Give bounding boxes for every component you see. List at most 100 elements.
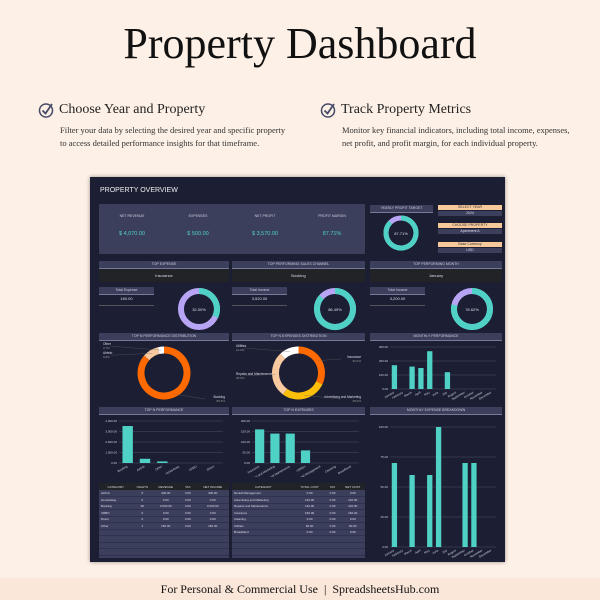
- page-title: Property Dashboard: [123, 19, 477, 68]
- table-cell: 0.00: [340, 529, 365, 536]
- footer: For Personal & Commercial Use | Spreadsh…: [0, 578, 600, 600]
- monthly-exp-header: MONTHLY EXPENSE BREAKDOWN: [370, 407, 502, 415]
- feature-track-metrics: Track Property Metrics Monitor key finan…: [320, 102, 570, 149]
- top-perf-header: TOP N PERFORMANCE: [99, 407, 229, 415]
- table-cell: 0.00: [294, 529, 325, 536]
- bar: [270, 433, 280, 463]
- table-cell: Utilities: [232, 522, 295, 530]
- top-pct: 86.49%: [328, 307, 342, 312]
- table-row: Repairs and Maintenance 140.00 0.00 140.00: [232, 503, 365, 510]
- select-year-label: SELECT YEAR: [438, 205, 502, 210]
- kpi-value: 87.71%: [322, 231, 342, 237]
- table-cell: 0.00: [340, 516, 365, 523]
- x-tick-label: April: [414, 548, 421, 555]
- table-cell: Rental Management: [232, 490, 295, 497]
- table-row: [99, 548, 229, 556]
- pie-pct: 3.7%: [103, 346, 110, 350]
- empty-cell: [294, 542, 325, 549]
- pie-slice: [298, 346, 325, 385]
- top-value: Booking: [232, 269, 365, 282]
- select-year-dropdown[interactable]: 2024: [438, 211, 502, 216]
- top-perf-chart: 0.00 1,000.00 2,000.00 3,000.00 4,000.00 Book…: [105, 419, 223, 476]
- y-tick-label: 0.00: [244, 461, 250, 465]
- kpi-label: NET PROFIT: [254, 214, 276, 218]
- table-cell: Insurance: [232, 509, 295, 517]
- x-tick-label: October: [463, 548, 474, 557]
- column-header: REVENUE: [152, 483, 180, 490]
- table-row: [232, 548, 365, 556]
- y-tick-label: 0.00: [382, 387, 388, 391]
- table-row: VRBO 0 0.00 0.00 0.00: [99, 509, 229, 517]
- pie-label: Utilities: [236, 344, 247, 348]
- table-cell: 0.00: [179, 490, 197, 497]
- table-cell: 0.00: [196, 496, 229, 504]
- x-tick-label: July: [441, 390, 448, 396]
- table-row: [99, 542, 229, 549]
- table-cell: 160.00: [294, 509, 325, 517]
- feature-choose-year: Choose Year and Property Filter your dat…: [38, 102, 288, 149]
- footer-usage: For Personal & Commercial Use: [160, 582, 318, 596]
- monthly-perf-header: MONTHLY PERFORMANCE: [370, 333, 502, 341]
- table-cell: 160.00: [340, 509, 365, 517]
- table-cell: Booking: [99, 503, 133, 510]
- x-tick-label: Direct: [206, 464, 215, 471]
- x-tick-label: May: [423, 548, 430, 555]
- empty-cell: [340, 548, 365, 556]
- table-cell: Advertising and Marketing: [232, 496, 295, 504]
- empty-cell: [340, 535, 365, 543]
- choose-property-dropdown[interactable]: Apartment A: [438, 229, 502, 234]
- x-tick-label: January: [384, 390, 396, 399]
- table-row: HomeAway 0 0.00 0.00 0.00: [99, 496, 229, 504]
- x-tick-label: January: [384, 548, 396, 557]
- pie-label: Airbnb: [103, 351, 112, 355]
- column-header: TAX: [179, 483, 197, 490]
- table-cell: 0.00: [294, 516, 325, 523]
- top-pct: 78.62%: [465, 307, 479, 312]
- table-row: [99, 535, 229, 543]
- table-cell: 0.00: [179, 496, 197, 504]
- table-cell: 4: [132, 522, 153, 530]
- bar: [139, 458, 151, 463]
- empty-cell: [196, 529, 229, 536]
- empty-cell: [232, 548, 295, 556]
- empty-cell: [179, 529, 197, 536]
- x-tick-label: Utilities: [296, 464, 307, 473]
- top-pct: 32.00%: [192, 307, 206, 312]
- expense-table: CATEGORY TOTAL COST TAX NET COST Rental Mana…: [232, 483, 365, 558]
- empty-cell: [99, 529, 133, 536]
- leader-line: [317, 358, 342, 361]
- perf-dist-header: TOP N PERFORMANCE DISTRIBUTION: [99, 333, 229, 341]
- pie-slice: [144, 347, 160, 361]
- bar: [157, 461, 168, 463]
- profit-target-donut: [383, 215, 419, 251]
- pie-pct: 28.0%: [236, 376, 245, 380]
- bar: [122, 426, 133, 463]
- y-tick-label: 100.00: [379, 373, 389, 377]
- bar: [462, 463, 468, 547]
- table-row: Direct 0 0.00 0.00 0.00: [99, 516, 229, 523]
- top-exp-chart: 0.0050.00100.00150.00200.00InsuranceAdve…: [241, 419, 359, 477]
- check-circle-icon: [320, 103, 336, 118]
- empty-cell: [294, 548, 325, 556]
- x-tick-label: October: [463, 390, 474, 399]
- table-cell: HomeAway: [99, 496, 133, 504]
- pie-label: Other: [103, 342, 112, 346]
- pie-slice: [137, 346, 191, 400]
- kpi-label: NET REVENUE: [119, 214, 145, 218]
- bar: [444, 372, 451, 389]
- leader-line: [110, 346, 162, 351]
- x-tick-label: Cleaning: [324, 464, 337, 474]
- check-circle-icon: [38, 103, 54, 118]
- table-cell: Broadband: [232, 529, 295, 536]
- top-value: January: [370, 269, 502, 282]
- x-tick-label: Insurance: [247, 464, 261, 474]
- x-tick-label: November: [469, 548, 483, 558]
- leader-line: [304, 395, 342, 400]
- x-tick-label: December: [478, 548, 492, 558]
- table-cell: 150.00: [196, 522, 229, 530]
- bar: [471, 463, 477, 547]
- feature-heading: Choose Year and Property: [59, 102, 206, 117]
- table-row: Airbnb 5 400.00 0.00 400.00: [99, 490, 229, 497]
- base-currency-value[interactable]: USD: [438, 248, 502, 253]
